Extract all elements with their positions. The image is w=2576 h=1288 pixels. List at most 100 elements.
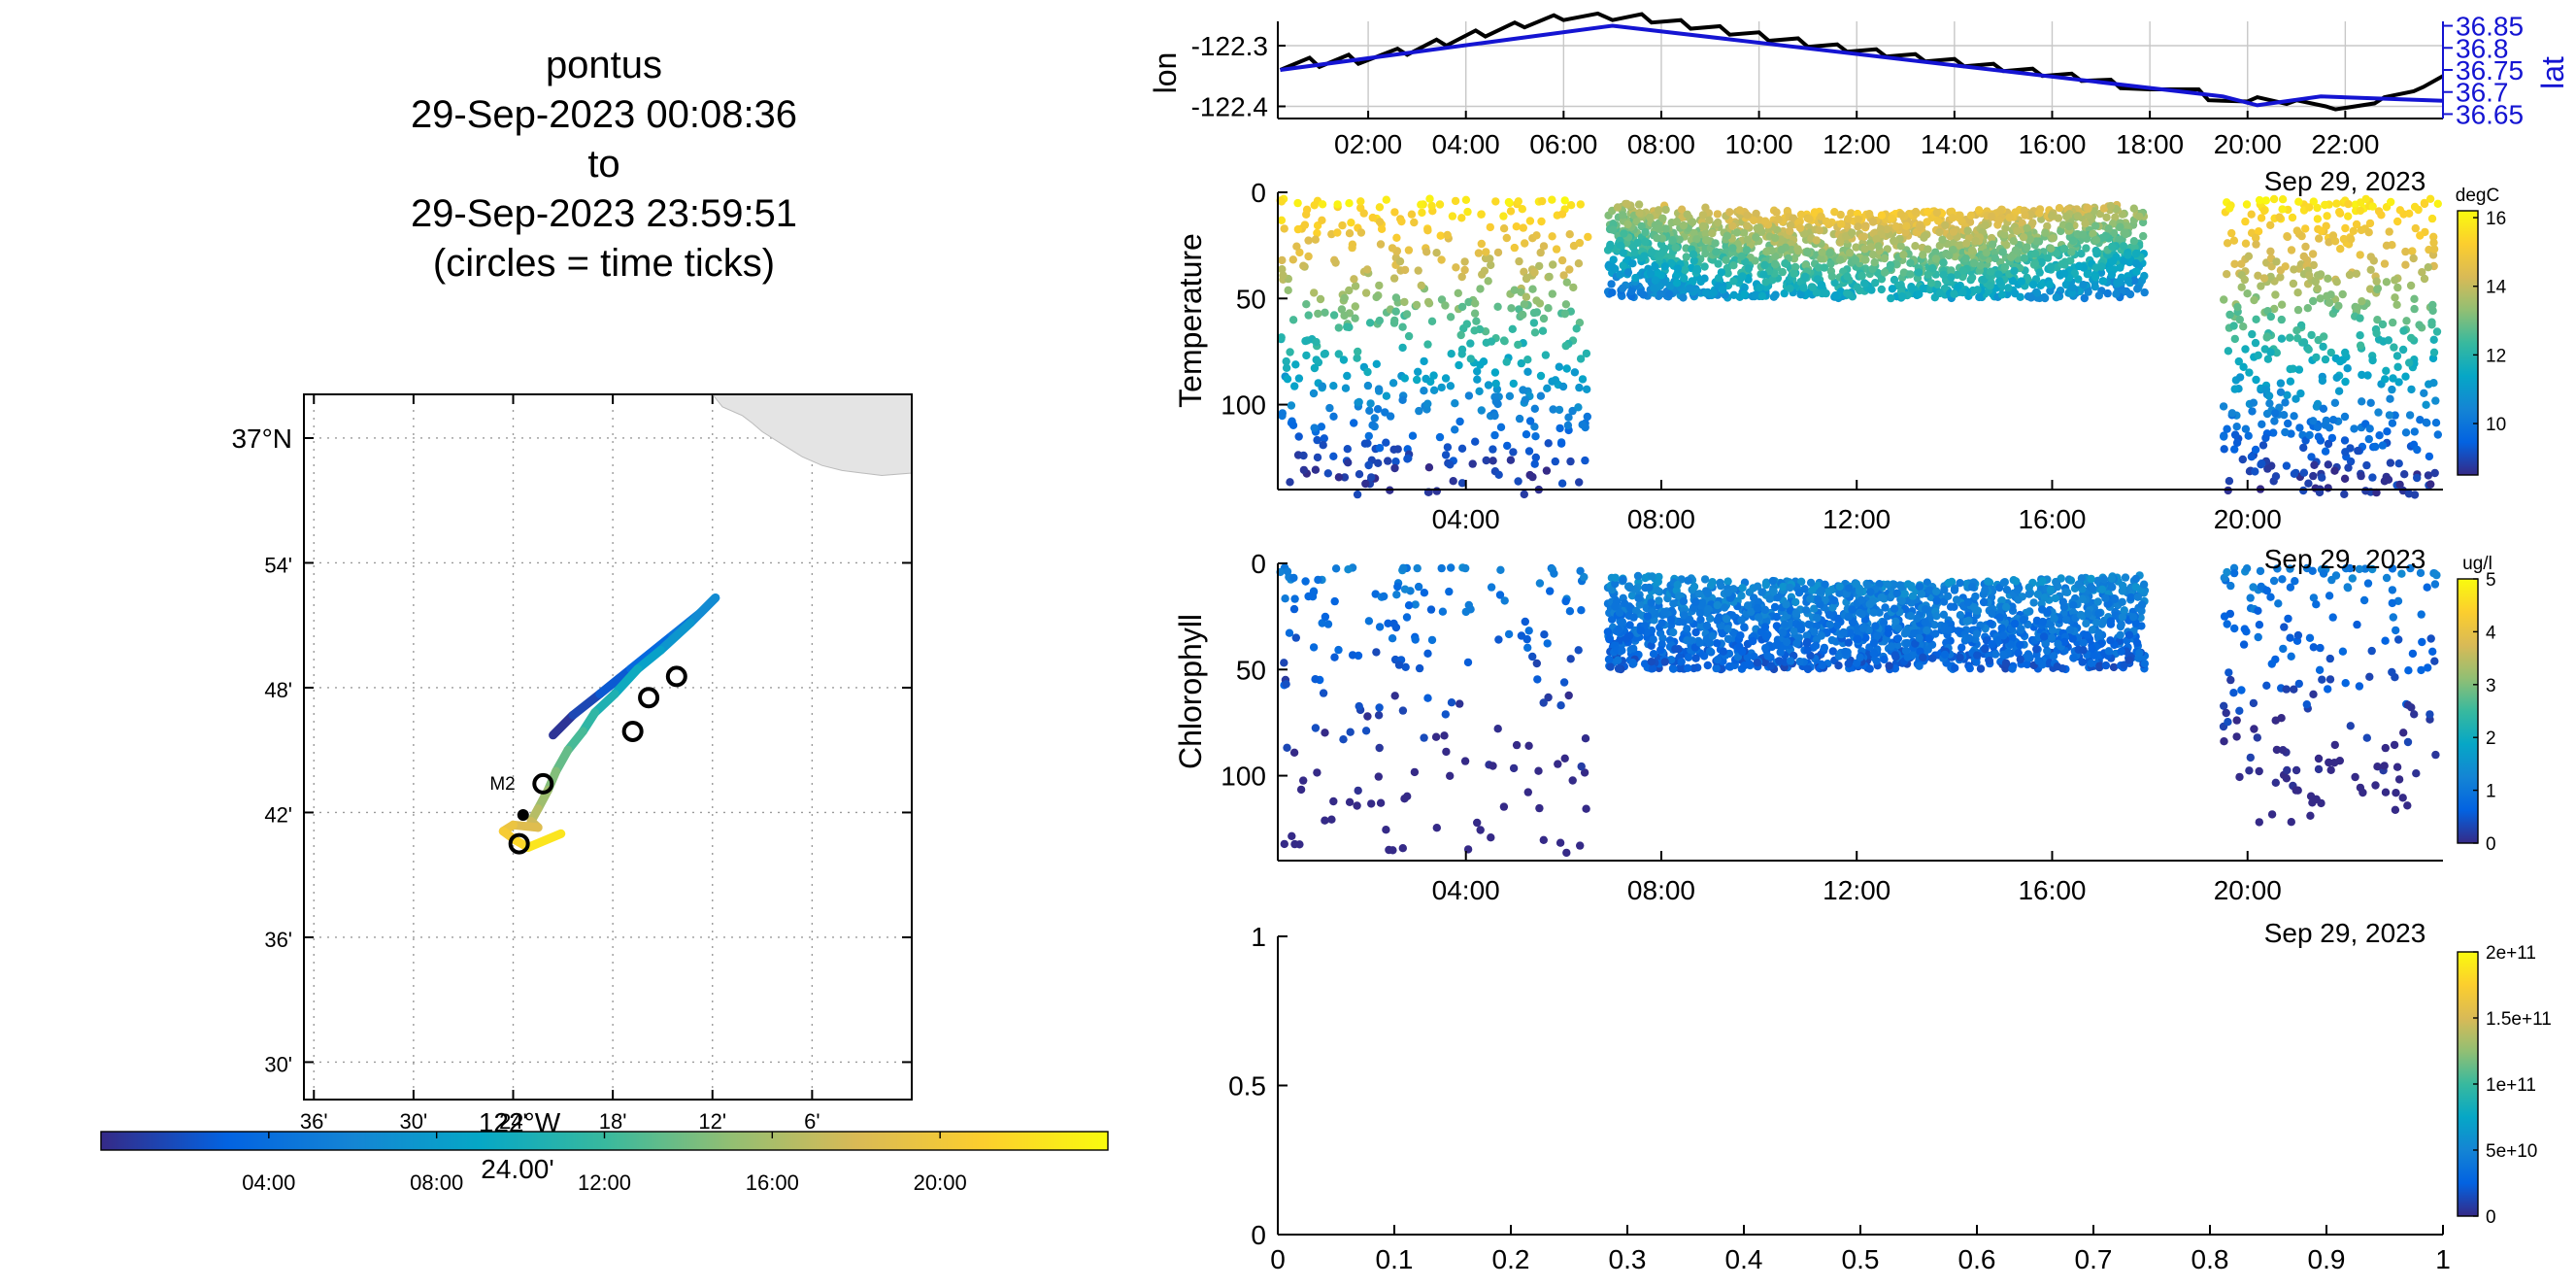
data-point (1984, 577, 1992, 586)
data-point (1713, 600, 1722, 610)
data-point (2433, 199, 2442, 208)
map-lon-tick-label: 24' (499, 1109, 527, 1134)
data-point (1494, 470, 1503, 479)
data-point (2009, 237, 2018, 246)
data-point (1757, 588, 1766, 596)
data-point (1692, 235, 1701, 244)
data-point (1355, 397, 1363, 407)
data-point (2395, 480, 2404, 490)
data-point (2301, 242, 2310, 252)
data-point (1344, 458, 1353, 467)
data-point (2008, 276, 2017, 286)
data-point (2230, 430, 2240, 439)
data-point (1641, 237, 1650, 247)
data-point (1821, 580, 1829, 589)
data-point (1801, 260, 1810, 270)
data-point (2235, 315, 2244, 324)
data-point (1648, 664, 1657, 673)
data-point (1673, 264, 1683, 273)
data-point (1487, 833, 1495, 842)
data-point (2224, 718, 2232, 727)
data-point (1689, 250, 1698, 258)
data-point (2270, 304, 2279, 314)
data-point (2059, 244, 2069, 254)
data-point (1697, 598, 1707, 607)
data-point (1509, 448, 1518, 457)
data-point (2356, 251, 2364, 259)
data-point (1337, 305, 1347, 314)
data-point (2233, 302, 2242, 312)
data-point (1887, 642, 1896, 651)
data-point (1718, 629, 1727, 638)
data-point (1436, 231, 1445, 240)
data-point (2334, 387, 2344, 395)
data-point (2069, 601, 2078, 610)
data-point (2278, 575, 2287, 584)
data-point (2116, 222, 2124, 231)
data-point (2286, 333, 2294, 342)
data-point (1463, 658, 1473, 667)
data-point (1848, 228, 1857, 237)
lonlat-x-tick-label: 18:00 (2116, 129, 2184, 159)
data-point (2355, 682, 2364, 691)
data-point (1679, 618, 1689, 627)
data-point (2325, 592, 2334, 600)
data-point (1345, 322, 1354, 332)
data-point (1780, 620, 1790, 629)
map-track-segment (686, 593, 720, 627)
data-point (1956, 211, 1964, 220)
data-point (1870, 257, 1879, 267)
data-point (1542, 466, 1552, 475)
data-point (2025, 235, 2034, 244)
data-point (2120, 256, 2128, 265)
data-point (1568, 776, 1577, 785)
data-point (1911, 207, 1921, 217)
data-point (1390, 316, 1399, 325)
data-point (1802, 637, 1812, 647)
data-point (1958, 266, 1968, 275)
map-marker-dot (517, 809, 529, 822)
data-point (2431, 419, 2441, 427)
data-point (1565, 230, 1574, 239)
data-point (1752, 209, 1760, 219)
data-point (2130, 243, 2139, 252)
data-point (1446, 313, 1455, 322)
data-point (2101, 593, 2110, 603)
data-point (2341, 377, 2350, 387)
data-point (1537, 217, 1546, 226)
data-point (1515, 256, 1523, 266)
data-point (2239, 362, 2248, 371)
data-point (1825, 248, 1835, 257)
data-point (1490, 411, 1499, 421)
data-point (2341, 564, 2351, 573)
data-point (2350, 424, 2359, 433)
data-point (2271, 409, 2280, 418)
data-point (2304, 479, 2313, 488)
data-point (1473, 375, 1482, 384)
data-point (1280, 659, 1288, 667)
data-point (1961, 254, 1970, 263)
data-point (2091, 235, 2101, 245)
data-point (1803, 646, 1812, 655)
data-point (1325, 403, 1334, 413)
data-point (2413, 473, 2422, 483)
data-point (2010, 266, 2019, 276)
data-point (2305, 271, 2314, 280)
data-point (2108, 242, 2117, 251)
data-point (1906, 258, 1915, 267)
data-point (1283, 567, 1292, 576)
data-point (2385, 227, 2393, 236)
data-point (1776, 648, 1785, 657)
data-point (1327, 815, 1336, 824)
data-point (1480, 266, 1489, 275)
data-point (1360, 439, 1370, 448)
data-point (1371, 590, 1380, 598)
data-point (1672, 218, 1682, 226)
lat-series-line (1280, 23, 2444, 108)
data-point (2272, 745, 2282, 755)
data-point (1493, 725, 1502, 733)
data-point (1632, 606, 1641, 616)
data-point (1577, 606, 1586, 615)
data-point (1874, 242, 1883, 251)
data-point (2034, 656, 2043, 665)
